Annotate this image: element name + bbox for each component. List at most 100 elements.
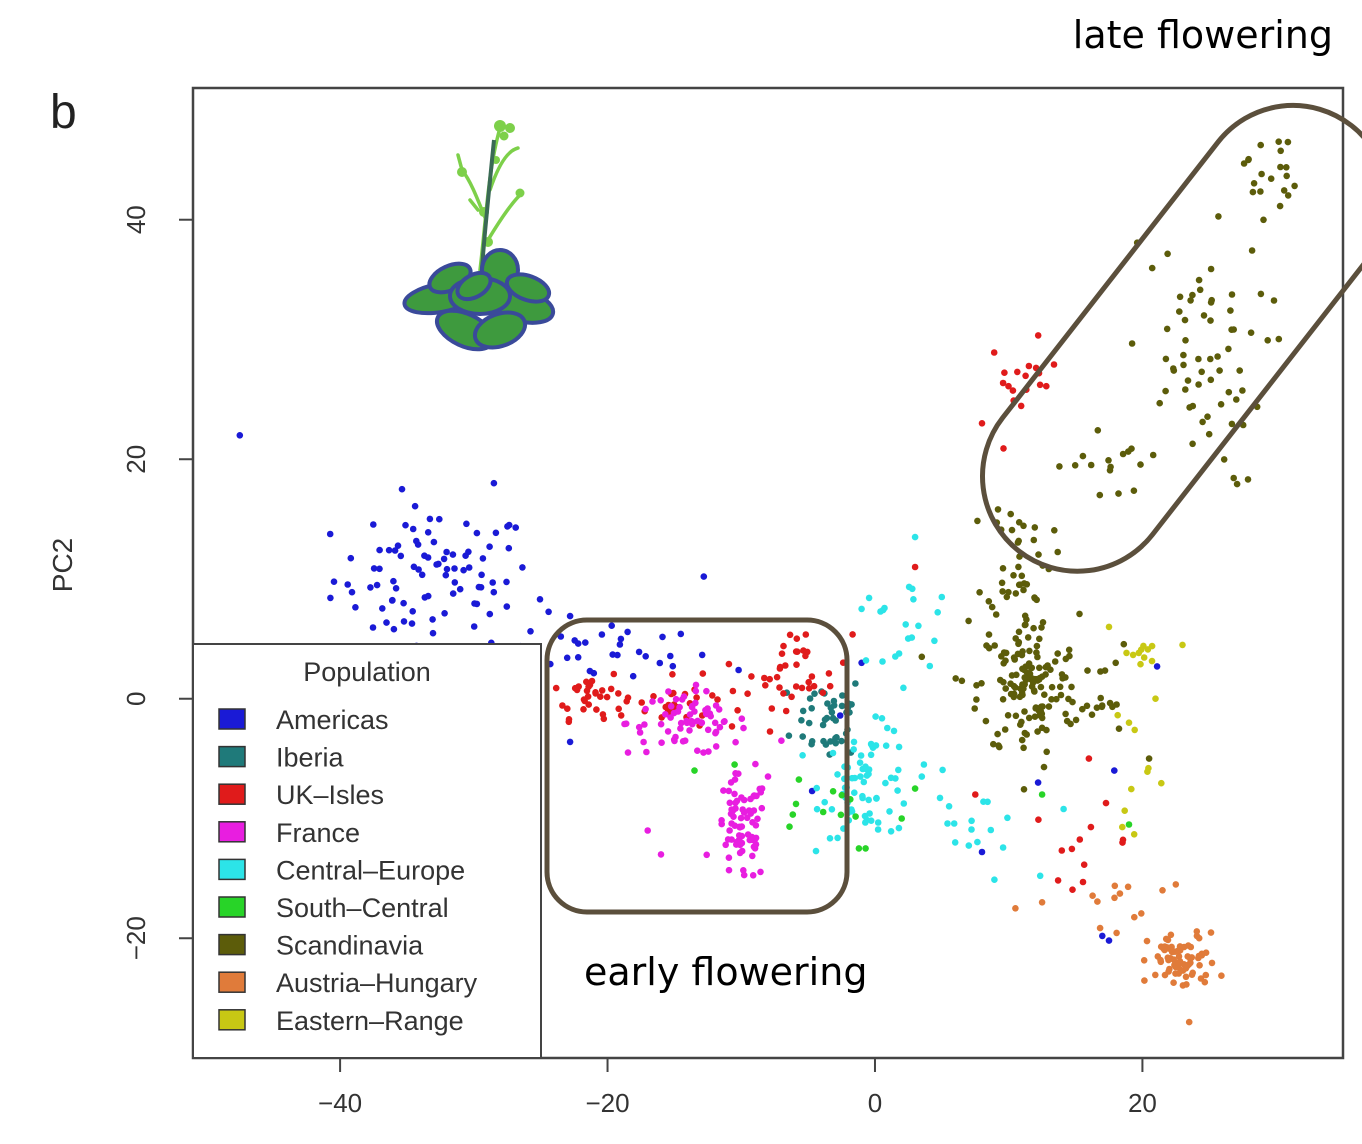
data-point [867, 751, 875, 759]
data-point [400, 618, 408, 625]
data-point [512, 524, 519, 531]
data-point [659, 633, 666, 641]
data-point [1181, 316, 1189, 324]
data-point [1022, 372, 1029, 380]
data-point [971, 705, 978, 712]
legend-label: Austria–Hungary [276, 968, 478, 998]
data-point [805, 678, 812, 686]
data-point [1124, 883, 1132, 891]
data-point [650, 693, 657, 700]
data-point [1196, 286, 1204, 294]
data-point [826, 682, 834, 690]
data-point [1239, 387, 1246, 394]
early-flowering-outline [544, 617, 850, 915]
data-point [490, 588, 498, 596]
data-point [376, 565, 383, 573]
data-point [1010, 690, 1018, 698]
data-point [465, 548, 472, 556]
data-point [413, 537, 420, 545]
data-point [392, 585, 400, 592]
data-point [911, 563, 919, 571]
data-point [1043, 748, 1050, 756]
data-point [1186, 404, 1193, 411]
data-point [564, 705, 571, 712]
series-eastern-range [1105, 623, 1186, 838]
x-axis: −40 −20 0 20 [318, 1058, 1157, 1118]
y-tick-label: 0 [121, 692, 151, 706]
data-point [471, 600, 478, 607]
data-point [1012, 590, 1020, 597]
data-point [1189, 969, 1196, 977]
data-point [1105, 457, 1112, 464]
data-point [728, 820, 735, 827]
data-point [1020, 522, 1027, 530]
x-tick-label: −40 [318, 1088, 362, 1118]
data-point [390, 577, 397, 585]
data-point [872, 713, 879, 720]
data-point [1016, 581, 1024, 588]
data-point [704, 705, 711, 712]
data-point [1102, 799, 1110, 807]
x-tick-label: −20 [585, 1088, 629, 1118]
data-point [1087, 823, 1095, 831]
data-point [734, 707, 741, 714]
data-point [733, 797, 741, 805]
data-point [1143, 937, 1151, 945]
data-point [1012, 905, 1019, 912]
data-point [887, 828, 895, 835]
data-point [674, 708, 682, 715]
data-point [788, 693, 795, 701]
data-point [799, 707, 807, 715]
data-point [441, 610, 448, 617]
data-point [992, 611, 1000, 618]
data-point [749, 872, 757, 879]
data-point [1076, 610, 1083, 618]
data-point [792, 800, 800, 808]
data-point [545, 608, 552, 616]
data-point [1180, 351, 1187, 359]
data-point [1257, 188, 1264, 195]
data-point [1025, 362, 1033, 370]
data-point [999, 844, 1007, 851]
data-point [861, 812, 869, 820]
data-point [621, 720, 628, 728]
data-point [1172, 970, 1179, 977]
data-point [1233, 396, 1240, 403]
data-point [1248, 247, 1256, 254]
data-point [367, 584, 374, 591]
data-point [857, 773, 864, 780]
data-point [563, 654, 571, 662]
data-point [1001, 726, 1009, 733]
data-point [1188, 954, 1196, 961]
data-point [1116, 890, 1124, 897]
data-point [370, 521, 377, 528]
data-point [1018, 572, 1026, 580]
data-point [588, 677, 596, 685]
legend-label: South–Central [276, 893, 449, 923]
data-point [819, 689, 827, 696]
data-point [1277, 147, 1284, 155]
data-point [813, 805, 821, 813]
data-point [965, 842, 973, 849]
data-point [1149, 451, 1157, 459]
data-point [1065, 646, 1073, 654]
data-point [754, 815, 761, 823]
data-point [1200, 312, 1208, 319]
plot-frame [191, 86, 1345, 1060]
data-point [731, 790, 738, 798]
data-point [1233, 480, 1241, 488]
data-point [793, 635, 801, 642]
data-point [463, 520, 470, 528]
data-point [430, 538, 438, 546]
data-point [398, 485, 406, 493]
data-point [436, 515, 443, 523]
data-point [1111, 894, 1118, 902]
data-point [451, 579, 459, 586]
data-point [486, 543, 493, 550]
data-point [665, 688, 672, 695]
data-point [1094, 898, 1101, 905]
data-point [1038, 724, 1046, 732]
data-point [1036, 712, 1044, 719]
data-point [813, 784, 820, 792]
data-point [700, 749, 707, 756]
